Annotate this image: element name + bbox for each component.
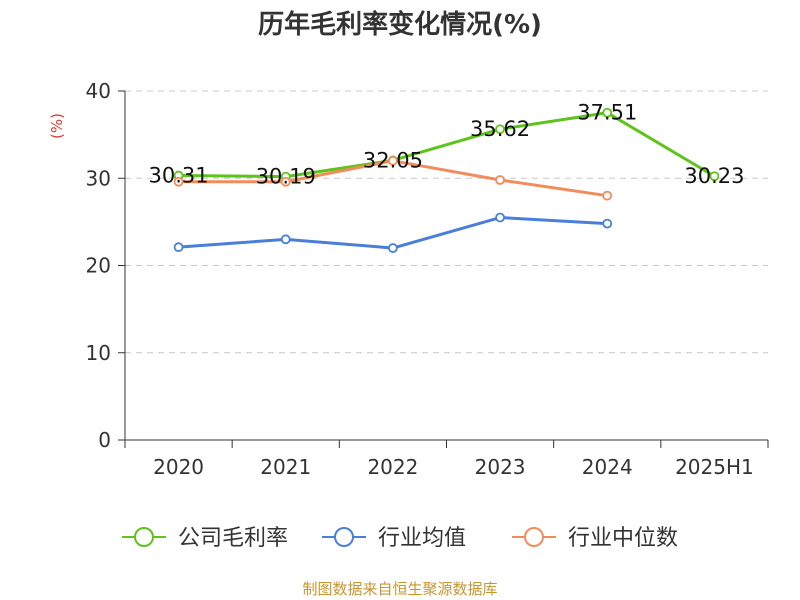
legend-label: 行业中位数 [568,526,678,551]
data-point [602,218,613,229]
data-labels: 30.31 30.19 32.05 35.62 37.51 30.23 [149,101,745,189]
y-tick-label: 0 [98,428,111,452]
data-label: 30.23 [684,164,744,188]
y-tick-label: 10 [86,341,111,365]
data-point [173,176,184,187]
x-tick-label: 2022 [367,455,418,479]
legend-label: 行业均值 [378,526,466,551]
data-label: 35.62 [470,117,530,141]
series-layer [173,107,720,253]
data-point [495,175,505,185]
data-point [602,107,613,118]
data-point [280,234,291,245]
legend-marker [524,527,544,547]
data-point [709,171,720,182]
data-label: 30.31 [149,164,209,188]
axes: 0 10 20 30 40 2020 2021 2022 2023 2024 2025H1 [86,79,769,479]
data-point [173,242,184,253]
y-tick-label: 30 [86,166,111,190]
data-label: 30.19 [256,165,316,189]
data-label: 32.05 [363,148,423,172]
legend-item-1: 公司毛利率 [122,526,288,551]
legend-label: 公司毛利率 [178,526,288,551]
y-axis-title: (%) [48,113,66,139]
legend-item-2: 行业均值 [322,526,466,551]
chart-title: 历年毛利率变化情况(%) [258,10,542,40]
x-tick-label: 2020 [153,455,204,479]
y-tick-label: 20 [86,254,111,278]
x-tick-label: 2024 [582,455,633,479]
series-line [178,111,716,179]
data-point [388,243,398,253]
legend: 公司毛利率 行业均值 行业中位数 [122,526,678,551]
series-3 [173,155,613,201]
data-label: 37.51 [577,101,637,125]
data-point [495,124,505,135]
data-point [280,176,291,187]
x-tick-label: 2025H1 [675,455,754,479]
legend-marker [334,527,354,547]
x-tick-label: 2023 [475,455,526,479]
source-note: 制图数据来自恒生聚源数据库 [302,580,498,598]
grid-lines [125,90,768,354]
x-tick-label: 2021 [260,455,311,479]
legend-marker [134,527,154,547]
data-point [388,155,398,166]
y-tick-label: 40 [86,79,111,103]
data-point [495,212,505,223]
data-point [602,190,613,201]
series-2 [173,212,613,253]
legend-item-3: 行业中位数 [512,526,678,551]
